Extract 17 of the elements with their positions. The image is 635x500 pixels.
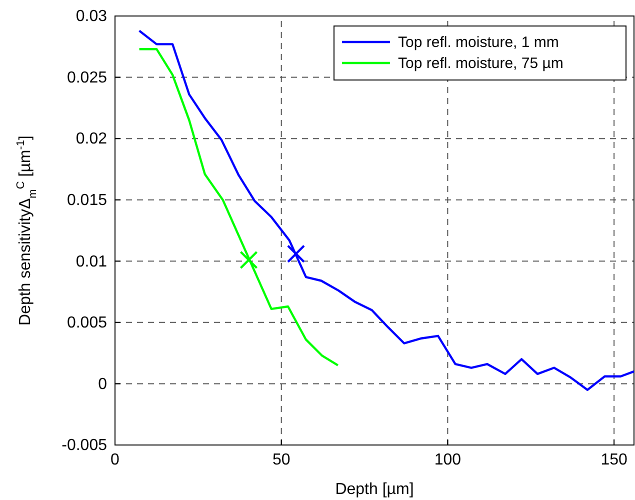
y-tick-label: 0.015 <box>66 192 108 209</box>
x-axis-title: Depth [µm] <box>335 481 414 498</box>
x-tick-label: 50 <box>272 451 290 468</box>
line-series <box>138 48 340 366</box>
y-tick-label: 0.005 <box>66 314 108 332</box>
y-tick-label: 0.03 <box>76 8 108 26</box>
legend-label: Top refl. moisture, 1 mm <box>398 34 559 51</box>
y-tick-label: 0.025 <box>66 69 108 86</box>
y-tick-label: 0 <box>98 376 108 393</box>
y-tick-label: 0.02 <box>76 130 108 148</box>
y-tick-label: 0.01 <box>76 253 108 270</box>
line-series <box>138 30 635 391</box>
y-tick-label: -0.005 <box>62 437 108 454</box>
x-tick-label: 150 <box>600 451 628 468</box>
x-tick-label: 100 <box>434 451 462 468</box>
x-tick-label: 0 <box>110 451 120 468</box>
legend-label: Top refl. moisture, 75 µm <box>398 55 564 72</box>
